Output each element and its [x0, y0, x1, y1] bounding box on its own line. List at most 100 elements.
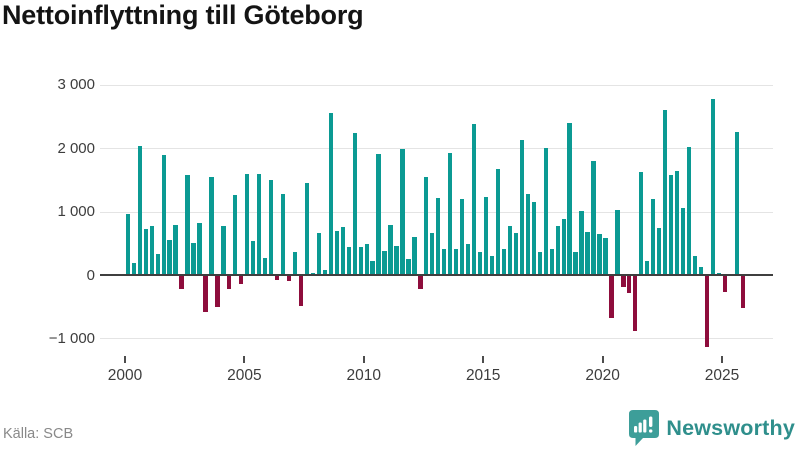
bar-positive [710, 98, 716, 275]
bar-negative [627, 276, 632, 293]
bar-positive [454, 248, 459, 275]
bar-positive [489, 255, 495, 275]
bar-negative [239, 276, 244, 285]
y-axis-label: 3 000 [57, 76, 95, 94]
gridline [100, 148, 773, 150]
bar-positive [161, 154, 166, 275]
bar-positive [143, 228, 148, 275]
bar-positive [686, 146, 692, 275]
bar-negative [274, 276, 280, 281]
bar-positive [430, 233, 435, 275]
bar-positive [364, 243, 369, 275]
bar-positive [137, 146, 142, 275]
y-axis-label: 1 000 [57, 203, 95, 221]
bar-negative [633, 276, 638, 332]
bar-positive [680, 208, 686, 275]
bar-positive [131, 263, 136, 275]
bar-positive [346, 247, 351, 275]
bar-positive [424, 177, 429, 275]
bar-positive [185, 175, 190, 275]
bar-negative [286, 276, 292, 282]
x-axis-zero-line [100, 274, 773, 276]
bar-positive [376, 153, 381, 275]
bar-positive [191, 242, 196, 275]
bar-positive [173, 224, 178, 275]
bar-negative [722, 276, 727, 292]
bar-positive [245, 173, 250, 275]
bar-positive [674, 170, 680, 275]
bar-positive [483, 197, 489, 275]
bar-positive [549, 248, 554, 275]
bar-positive [221, 225, 226, 275]
x-axis-tick [362, 356, 365, 363]
x-axis-tick [124, 356, 126, 363]
source-note: Källa: SCB [3, 426, 74, 442]
bar-negative [203, 276, 208, 312]
bar-positive [657, 228, 662, 275]
bar-positive [525, 194, 530, 275]
bar-positive [519, 139, 525, 275]
newsworthy-icon [629, 409, 660, 446]
x-axis-label: 2025 [704, 367, 740, 384]
bar-negative [621, 276, 626, 288]
bar-positive [263, 257, 268, 275]
bar-positive [579, 210, 584, 275]
bar-positive [268, 179, 274, 275]
bar-positive [322, 269, 327, 275]
bar-negative [609, 276, 614, 318]
bar-positive [394, 246, 399, 275]
bar-positive [698, 267, 704, 275]
bar-negative [227, 276, 232, 290]
bar-positive [573, 251, 578, 275]
bar-positive [555, 225, 560, 275]
bar-positive [400, 149, 405, 275]
bar-negative [740, 276, 745, 309]
bar-positive [692, 256, 698, 275]
bar-positive [292, 251, 298, 275]
bar-positive [304, 182, 310, 275]
bar-positive [471, 124, 477, 275]
bar-positive [412, 236, 417, 275]
bar-positive [531, 202, 536, 275]
bar-positive [233, 195, 238, 275]
bar-positive [597, 233, 602, 275]
x-axis-label: 2020 [585, 367, 620, 384]
bar-positive [603, 238, 608, 275]
bar-positive [370, 260, 375, 275]
bar-positive [125, 214, 130, 275]
x-axis-tick [482, 356, 485, 363]
bar-positive [663, 110, 668, 275]
bar-negative [179, 276, 184, 289]
bar-positive [388, 224, 393, 275]
newsworthy-logo[interactable]: Newsworthy [629, 408, 795, 448]
bar-positive [615, 210, 620, 275]
bar-positive [591, 160, 596, 275]
y-axis-label: −1 000 [48, 329, 95, 347]
bar-positive [668, 175, 674, 275]
bar-positive [442, 248, 447, 275]
bar-negative [215, 276, 220, 308]
bar-positive [328, 112, 333, 275]
bar-positive [561, 218, 566, 275]
gridline [100, 338, 773, 340]
x-axis-tick [243, 356, 246, 363]
x-axis-label: 2000 [107, 367, 143, 384]
bar-positive [334, 230, 339, 275]
page-title: Nettoinflyttning till Göteborg [2, 0, 364, 30]
bar-positive [639, 172, 644, 275]
bar-positive [280, 194, 286, 275]
bar-positive [651, 199, 656, 275]
x-axis-tick [601, 356, 604, 363]
bar-positive [155, 254, 160, 275]
x-axis-label: 2005 [227, 367, 262, 384]
bar-positive [436, 198, 441, 275]
bar-positive [352, 133, 357, 275]
bar-positive [382, 250, 387, 275]
bar-positive [645, 261, 650, 275]
bar-positive [209, 177, 214, 275]
bar-positive [513, 232, 519, 275]
bar-positive [257, 173, 262, 275]
bar-positive [358, 247, 363, 275]
bar-positive [477, 251, 483, 275]
